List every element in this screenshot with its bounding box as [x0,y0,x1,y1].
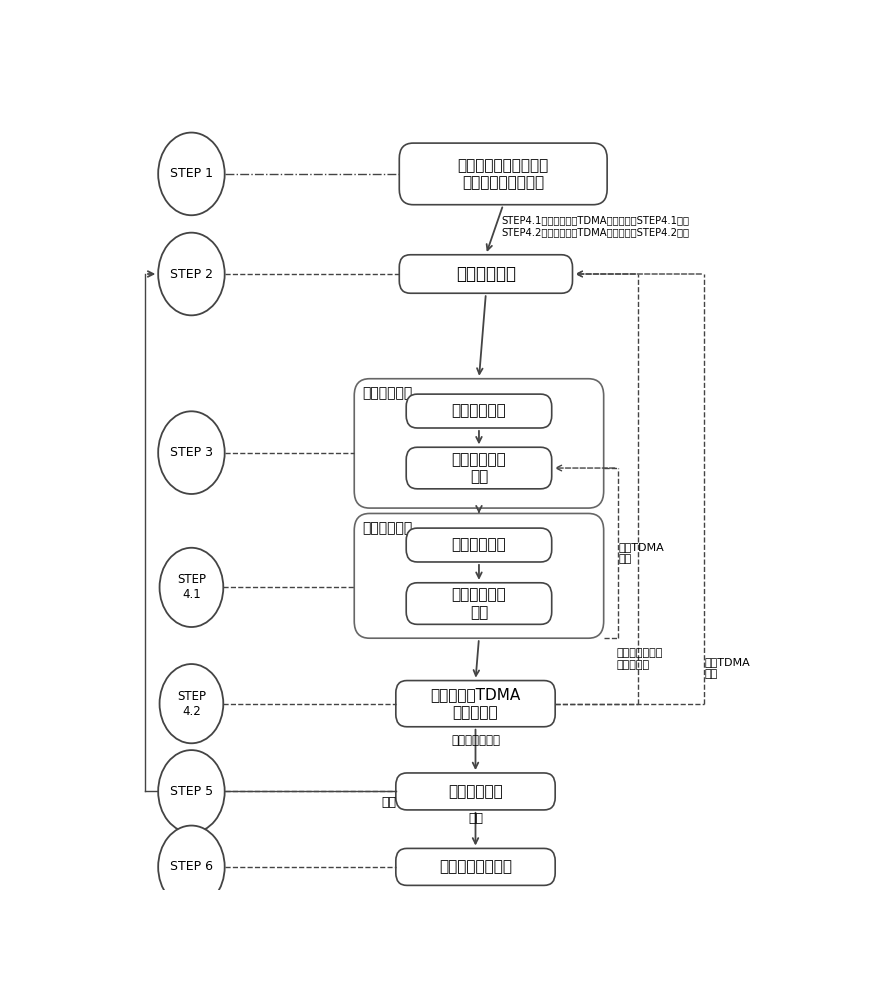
FancyBboxPatch shape [396,681,555,727]
Text: STEP 6: STEP 6 [170,860,213,873]
FancyBboxPatch shape [354,513,603,638]
FancyBboxPatch shape [354,379,603,508]
FancyBboxPatch shape [406,447,552,489]
FancyBboxPatch shape [400,143,607,205]
Text: 每个节点分配
时隙: 每个节点分配 时隙 [451,587,506,620]
Ellipse shape [158,750,224,833]
FancyBboxPatch shape [396,773,555,810]
FancyBboxPatch shape [396,848,555,885]
Text: 配置总体时隙: 配置总体时隙 [451,538,506,553]
Text: 可调度性检查: 可调度性检查 [448,784,502,799]
Text: 配置消息的TDMA
周期、时隙: 配置消息的TDMA 周期、时隙 [430,687,520,720]
FancyBboxPatch shape [406,528,552,562]
Text: 图形化显示并输出: 图形化显示并输出 [439,859,512,874]
Text: 通过: 通过 [468,812,483,825]
Text: STEP4.1完成后，更改TDMA周期，清除STEP4.1配置
STEP4.2完成后，更改TDMA数量，清除STEP4.2配置: STEP4.1完成后，更改TDMA周期，清除STEP4.1配置 STEP4.2完… [502,215,689,237]
Text: 锁定TDMA
周期: 锁定TDMA 周期 [619,542,664,564]
Text: 失败: 失败 [382,796,396,809]
Text: STEP
4.2: STEP 4.2 [177,690,206,718]
Ellipse shape [158,133,224,215]
Ellipse shape [158,826,224,908]
Ellipse shape [158,411,224,494]
Text: 配置总线参数: 配置总线参数 [456,265,516,283]
Text: 配置总体消息: 配置总体消息 [451,404,506,419]
Text: 可微调消息配置: 可微调消息配置 [451,734,500,747]
FancyBboxPatch shape [400,255,572,293]
Text: STEP
4.1: STEP 4.1 [177,573,206,601]
Text: STEP 2: STEP 2 [170,267,213,280]
Text: STEP 1: STEP 1 [170,167,213,180]
Text: STEP 5: STEP 5 [170,785,213,798]
Text: 每个节点分配
消息: 每个节点分配 消息 [451,452,506,484]
Text: 不能向节点中继
续添加消息: 不能向节点中继 续添加消息 [616,648,662,670]
Ellipse shape [158,233,224,315]
Text: 在构架视图中添加节点
与总线，并相互连接: 在构架视图中添加节点 与总线，并相互连接 [458,158,549,190]
Text: 锁定TDMA
数量: 锁定TDMA 数量 [704,657,751,679]
Ellipse shape [159,664,224,743]
Text: STEP 3: STEP 3 [170,446,213,459]
Text: 配置时隙参数: 配置时隙参数 [363,521,413,535]
Ellipse shape [159,548,224,627]
FancyBboxPatch shape [406,394,552,428]
FancyBboxPatch shape [406,583,552,624]
Text: 配置节点参数: 配置节点参数 [363,386,413,400]
